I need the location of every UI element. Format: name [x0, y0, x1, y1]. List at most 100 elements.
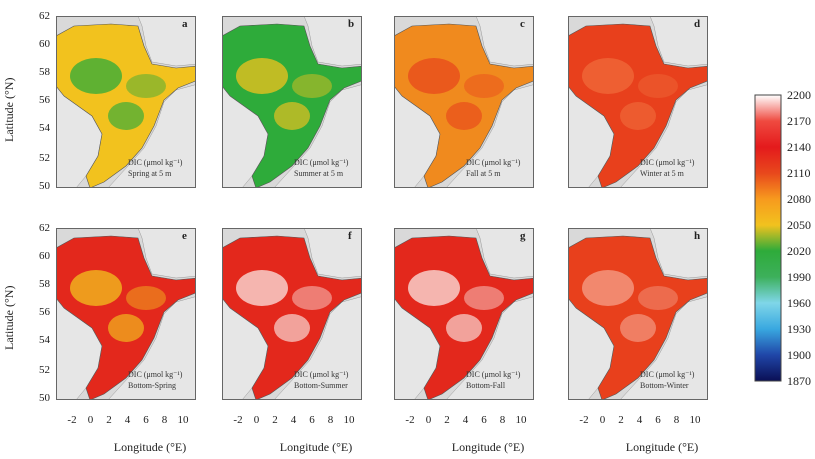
- map-panel-g: g DIC (μmol kg⁻¹) Bottom-Fall: [394, 228, 534, 400]
- map-svg: [568, 16, 708, 188]
- dic-field-patch: [292, 286, 332, 310]
- dic-field-patch: [446, 314, 482, 342]
- colorbar-tick-label: 1990: [787, 270, 811, 284]
- panel-caption-units: DIC (μmol kg⁻¹): [294, 158, 349, 167]
- dic-field-patch: [70, 270, 122, 306]
- dic-field-patch: [70, 58, 122, 94]
- y-axis-label-top: Latitude (°N): [2, 77, 16, 143]
- panel-letter: f: [348, 230, 352, 242]
- map-panel-b: b DIC (μmol kg⁻¹) Summer at 5 m: [222, 16, 362, 188]
- panel-letter: b: [348, 18, 355, 30]
- y-tick-label: 54: [39, 122, 50, 134]
- x-axis-label-4: Longitude (°E): [625, 440, 699, 454]
- x-tick-label: 0: [599, 414, 606, 426]
- x-tick-label: -2: [579, 414, 589, 426]
- x-axis-label-1: Longitude (°E): [113, 440, 187, 454]
- map-panel-e: e DIC (μmol kg⁻¹) Bottom-Spring: [56, 228, 196, 400]
- dic-field-patch: [620, 314, 656, 342]
- dic-field-patch: [464, 74, 504, 98]
- panel-letter: e: [182, 230, 187, 242]
- dic-field-patch: [236, 270, 288, 306]
- x-tick-label: 4: [636, 414, 643, 426]
- x-tick-label: 0: [87, 414, 94, 426]
- map-svg: [394, 16, 534, 188]
- panel-letter: h: [694, 230, 701, 242]
- map-panel-f: f DIC (μmol kg⁻¹) Bottom-Summer: [222, 228, 362, 400]
- x-tick-label: 2: [444, 414, 450, 426]
- map-panel-h: h DIC (μmol kg⁻¹) Bottom-Winter: [568, 228, 708, 400]
- panel-caption-units: DIC (μmol kg⁻¹): [640, 370, 695, 379]
- x-tick-label: 0: [253, 414, 260, 426]
- y-tick-label: 52: [39, 364, 50, 376]
- colorbar-tick-label: 2140: [787, 140, 811, 154]
- y-tick-label: 54: [39, 334, 50, 346]
- dic-field-patch: [620, 102, 656, 130]
- dic-field-patch: [274, 102, 310, 130]
- map-svg: [568, 228, 708, 400]
- panel-caption-season: Fall at 5 m: [466, 169, 501, 178]
- x-tick-label: -2: [233, 414, 243, 426]
- panel-caption-season: Bottom-Spring: [128, 381, 177, 390]
- y-tick-label: 62: [39, 10, 50, 22]
- x-tick-label: 6: [655, 414, 661, 426]
- colorbar-tick-label: 1870: [787, 374, 811, 388]
- map-svg: [394, 228, 534, 400]
- dic-field-patch: [446, 102, 482, 130]
- colorbar-tick-label: 2080: [787, 192, 811, 206]
- x-tick-label: 6: [143, 414, 149, 426]
- x-tick-label: 10: [515, 414, 527, 426]
- panel-caption-season: Summer at 5 m: [294, 169, 344, 178]
- x-tick-label: 8: [161, 414, 168, 426]
- panel-caption-season: Bottom-Winter: [640, 381, 689, 390]
- y-axis-label-bottom: Latitude (°N): [2, 285, 16, 351]
- colorbar-tick-label: 2170: [787, 114, 811, 128]
- x-tick-label: 8: [499, 414, 506, 426]
- y-tick-label: 52: [39, 152, 50, 164]
- x-tick-label: 2: [106, 414, 112, 426]
- panel-caption-units: DIC (μmol kg⁻¹): [466, 158, 521, 167]
- y-tick-label: 62: [39, 222, 50, 234]
- dic-field-patch: [408, 270, 460, 306]
- dic-field-patch: [638, 74, 678, 98]
- x-tick-label: 10: [343, 414, 355, 426]
- dic-field-patch: [292, 74, 332, 98]
- x-tick-label: 10: [689, 414, 701, 426]
- map-svg: [56, 228, 196, 400]
- x-tick-label: 4: [290, 414, 297, 426]
- colorbar-tick-label: 1900: [787, 348, 811, 362]
- dic-field-patch: [236, 58, 288, 94]
- panel-caption-units: DIC (μmol kg⁻¹): [294, 370, 349, 379]
- map-panel-a: a DIC (μmol kg⁻¹) Spring at 5 m: [56, 16, 196, 188]
- colorbar-tick-label: 2110: [787, 166, 811, 180]
- colorbar-tick-label: 2020: [787, 244, 811, 258]
- x-tick-label: 10: [177, 414, 189, 426]
- colorbar-tick-label: 1930: [787, 322, 811, 336]
- map-panel-d: d DIC (μmol kg⁻¹) Winter at 5 m: [568, 16, 708, 188]
- panel-caption-season: Bottom-Fall: [466, 381, 506, 390]
- panel-caption-units: DIC (μmol kg⁻¹): [466, 370, 521, 379]
- x-tick-label: 2: [618, 414, 624, 426]
- y-tick-label: 56: [39, 94, 50, 106]
- x-tick-label: 0: [425, 414, 432, 426]
- x-axis-label-3: Longitude (°E): [451, 440, 525, 454]
- x-tick-label: 8: [673, 414, 680, 426]
- panel-letter: c: [520, 18, 525, 30]
- dic-field-patch: [582, 270, 634, 306]
- dic-field-patch: [108, 102, 144, 130]
- y-tick-label: 50: [39, 180, 50, 192]
- colorbar-tick-label: 1960: [787, 296, 811, 310]
- colorbar-gradient: [754, 94, 782, 382]
- panel-letter: d: [694, 18, 701, 30]
- panel-caption-season: Winter at 5 m: [640, 169, 684, 178]
- x-tick-label: 4: [462, 414, 469, 426]
- panel-caption-units: DIC (μmol kg⁻¹): [128, 158, 183, 167]
- y-tick-label: 50: [39, 392, 50, 404]
- map-svg: [222, 228, 362, 400]
- panel-letter: g: [520, 230, 526, 242]
- panel-caption-season: Spring at 5 m: [128, 169, 172, 178]
- map-svg: [56, 16, 196, 188]
- dic-field-patch: [274, 314, 310, 342]
- x-tick-label: 4: [124, 414, 131, 426]
- x-tick-label: -2: [405, 414, 415, 426]
- y-tick-label: 60: [39, 38, 50, 50]
